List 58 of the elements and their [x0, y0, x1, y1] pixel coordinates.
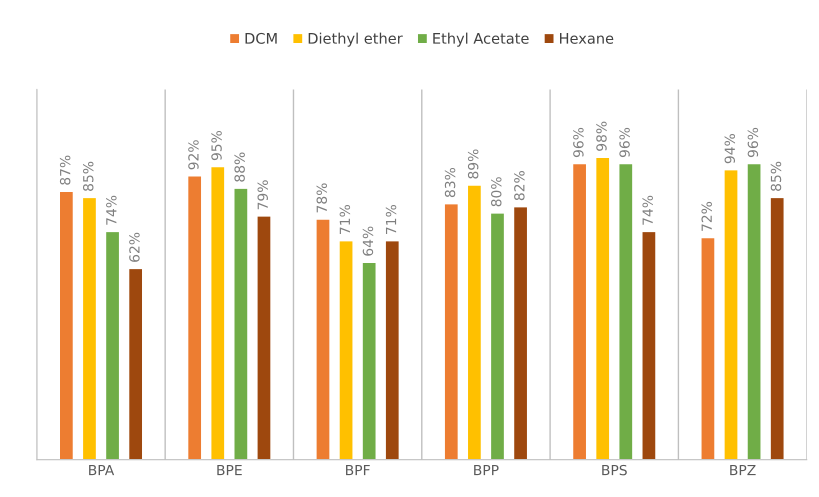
bar — [512, 206, 528, 460]
bar — [746, 162, 762, 460]
legend-label: Diethyl ether — [308, 32, 403, 47]
data-label: 71% — [340, 204, 350, 234]
x-tick-label: BPA — [89, 465, 114, 476]
data-label: 80% — [491, 177, 502, 206]
bar — [490, 212, 506, 460]
bar — [233, 188, 249, 460]
bar — [723, 168, 739, 460]
x-tick-label: BPP — [474, 465, 499, 476]
bar — [256, 215, 272, 460]
bar — [338, 240, 354, 460]
legend-label: Ethyl Acetate — [433, 32, 529, 47]
x-tick-label: BPS — [602, 464, 627, 476]
bar — [444, 202, 460, 460]
data-label: 74% — [106, 196, 117, 225]
bar — [58, 190, 74, 460]
bar — [594, 156, 610, 460]
data-label: 62% — [129, 232, 140, 262]
data-label: 64% — [362, 226, 374, 256]
data-label: 72% — [701, 202, 712, 231]
bar — [572, 162, 588, 460]
data-label: 71% — [386, 204, 396, 234]
data-label: 74% — [642, 196, 653, 225]
data-label: 92% — [188, 140, 199, 170]
data-label: 85% — [82, 162, 94, 191]
data-label: 94% — [724, 134, 736, 164]
x-tick-label: BPE — [217, 465, 242, 476]
bar — [641, 230, 657, 460]
data-label: 95% — [211, 130, 222, 160]
x-tick-label: BPF — [346, 465, 370, 476]
data-label: 79% — [257, 180, 268, 210]
data-label: 82% — [514, 171, 525, 200]
data-label: 87% — [60, 156, 70, 185]
bar — [769, 196, 785, 460]
data-label: 96% — [573, 128, 584, 158]
legend-label: Hexane — [560, 33, 614, 44]
data-label: 98% — [596, 122, 607, 151]
bar — [315, 218, 331, 460]
data-label: 89% — [468, 149, 478, 179]
bar — [618, 162, 634, 460]
data-label: 85% — [770, 162, 782, 191]
bar — [128, 268, 144, 460]
data-label: 96% — [748, 128, 758, 158]
bar — [466, 184, 482, 460]
bar — [384, 240, 400, 460]
bar — [361, 262, 377, 460]
bar — [210, 166, 226, 460]
bar — [82, 196, 98, 460]
data-label: 78% — [316, 183, 328, 212]
data-label: 96% — [619, 128, 630, 158]
x-tick-label: BPZ — [730, 465, 756, 476]
bar — [700, 236, 716, 460]
data-label: 83% — [444, 168, 456, 198]
bar — [186, 175, 202, 460]
legend-label: DCM — [246, 32, 277, 44]
bar — [104, 230, 120, 460]
data-label: 88% — [234, 152, 245, 182]
